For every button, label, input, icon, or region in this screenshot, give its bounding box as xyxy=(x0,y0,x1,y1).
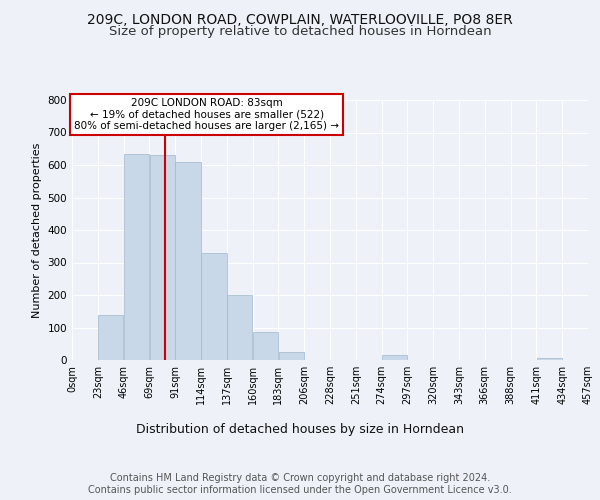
Text: Distribution of detached houses by size in Horndean: Distribution of detached houses by size … xyxy=(136,422,464,436)
Bar xyxy=(536,358,562,360)
Bar xyxy=(201,253,227,360)
Bar xyxy=(382,355,407,360)
Text: Contains HM Land Registry data © Crown copyright and database right 2024.
Contai: Contains HM Land Registry data © Crown c… xyxy=(88,474,512,495)
Bar xyxy=(98,314,124,360)
Bar xyxy=(278,352,304,360)
Text: 209C LONDON ROAD: 83sqm
← 19% of detached houses are smaller (522)
80% of semi-d: 209C LONDON ROAD: 83sqm ← 19% of detache… xyxy=(74,98,339,131)
Bar xyxy=(253,332,278,360)
Y-axis label: Number of detached properties: Number of detached properties xyxy=(32,142,42,318)
Bar xyxy=(149,155,175,360)
Bar xyxy=(175,162,201,360)
Text: Size of property relative to detached houses in Horndean: Size of property relative to detached ho… xyxy=(109,25,491,38)
Bar xyxy=(124,154,149,360)
Bar xyxy=(227,295,253,360)
Text: 209C, LONDON ROAD, COWPLAIN, WATERLOOVILLE, PO8 8ER: 209C, LONDON ROAD, COWPLAIN, WATERLOOVIL… xyxy=(87,12,513,26)
